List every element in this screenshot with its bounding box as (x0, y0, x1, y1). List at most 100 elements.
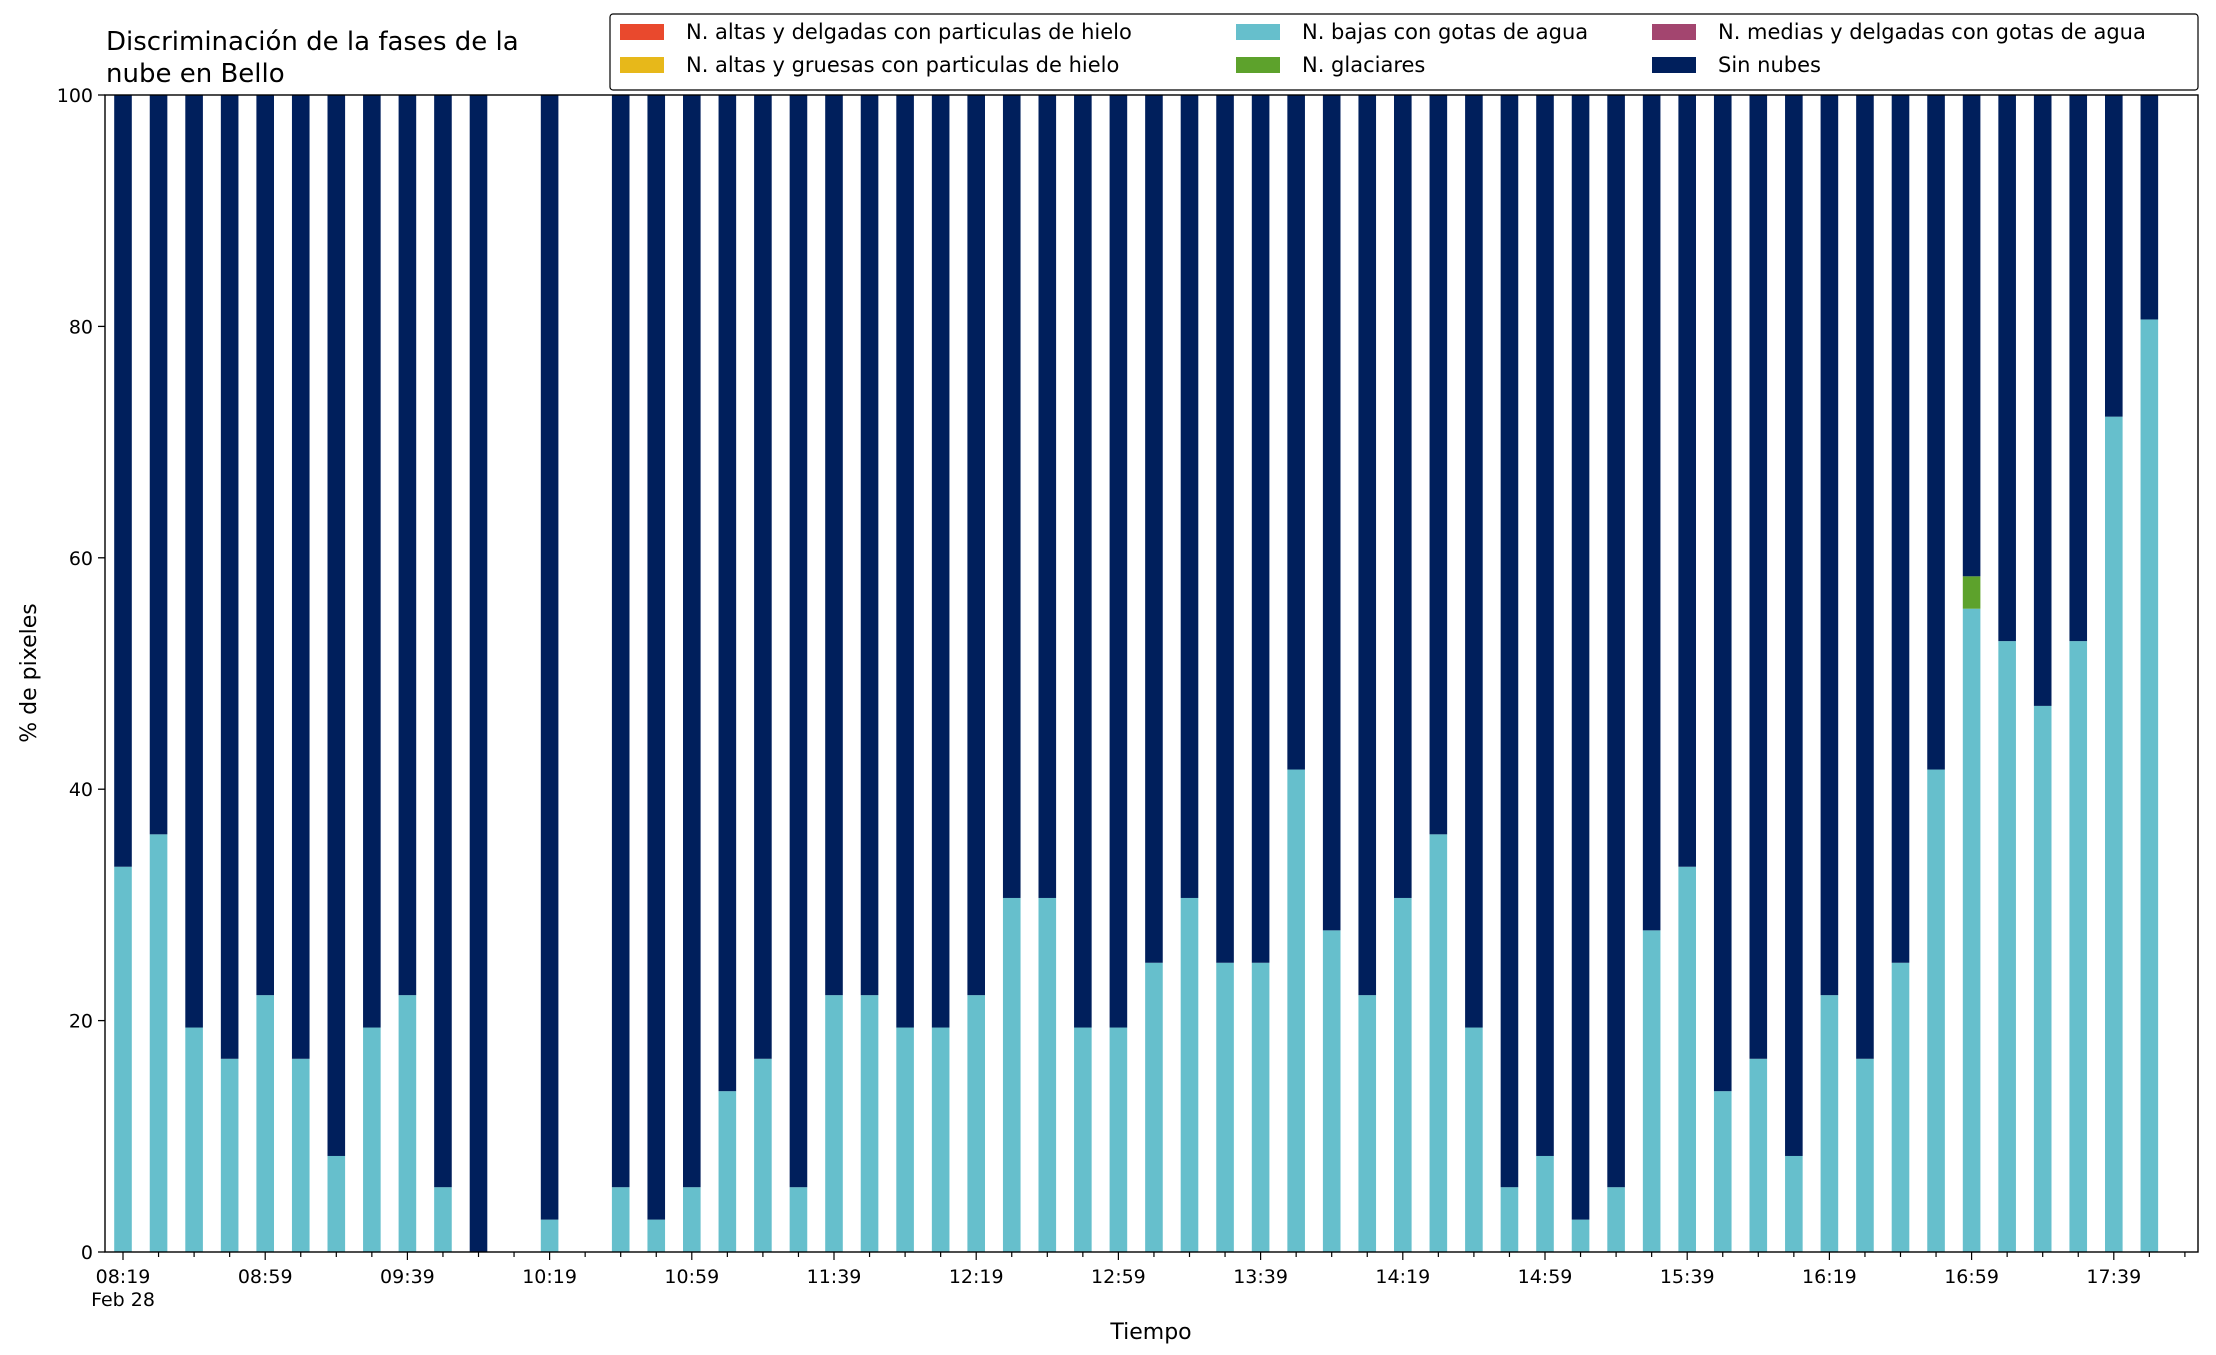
bar-segment-55-series-5 (2069, 95, 2088, 642)
y-tick-label: 40 (69, 779, 93, 801)
bar-segment-2-series-5 (185, 95, 203, 1028)
y-tick-label: 0 (81, 1242, 93, 1264)
bar-segment-4-series-2 (256, 995, 274, 1252)
x-tick-label: 08:19 (96, 1266, 151, 1288)
y-axis-label: % de pixeles (17, 603, 42, 742)
bar-segment-56-series-5 (2105, 95, 2123, 417)
bar-segment-22-series-5 (896, 95, 914, 1028)
bar-segment-5-series-5 (291, 95, 310, 1059)
bar-segment-43-series-5 (1642, 95, 1661, 931)
bar-segment-52-series-3 (1962, 576, 1981, 609)
bar-segment-16-series-2 (683, 1187, 701, 1252)
bar-segment-39-series-5 (1500, 95, 1519, 1188)
bar-segment-12-series-5 (540, 95, 559, 1220)
bar-segment-47-series-2 (1785, 1155, 1803, 1252)
bar-segment-54-series-5 (2033, 95, 2052, 706)
bar-segment-6-series-5 (327, 95, 346, 1156)
y-tick-label: 60 (69, 548, 93, 570)
x-tick-label: 13:39 (1233, 1266, 1288, 1288)
bar-segment-42-series-5 (1607, 95, 1625, 1188)
bar-segment-16-series-5 (683, 95, 701, 1188)
bar-segment-34-series-2 (1322, 930, 1341, 1252)
bar-segment-44-series-2 (1678, 866, 1696, 1252)
bar-segment-40-series-5 (1536, 95, 1554, 1156)
bar-segment-31-series-2 (1216, 962, 1234, 1252)
bar-segment-45-series-5 (1713, 95, 1732, 1092)
x-date-label: Feb 28 (91, 1289, 155, 1311)
x-tick-label: 16:59 (1944, 1266, 1999, 1288)
legend-entry-label: N. medias y delgadas con gotas de agua (1718, 20, 2146, 44)
bar-segment-14-series-5 (611, 95, 630, 1188)
bar-segment-42-series-2 (1607, 1187, 1625, 1252)
legend-swatch (1652, 57, 1696, 73)
legend-entry-label: N. bajas con gotas de agua (1302, 20, 1588, 44)
bar-segment-50-series-5 (1891, 95, 1910, 963)
x-tick-label: 10:59 (664, 1266, 719, 1288)
legend-swatch (620, 57, 664, 73)
bar-segment-34-series-5 (1322, 95, 1341, 931)
bar-segment-52-series-5 (1962, 95, 1981, 577)
legend-entry-label: N. altas y delgadas con particulas de hi… (686, 20, 1132, 44)
x-tick-label: 14:19 (1375, 1266, 1430, 1288)
bar-segment-18-series-2 (754, 1058, 772, 1252)
bar-segment-27-series-5 (1074, 95, 1092, 1028)
bar-segment-12-series-2 (540, 1219, 559, 1252)
bar-segment-55-series-2 (2069, 641, 2088, 1252)
bar-segment-10-series-5 (469, 95, 488, 1252)
bar-segment-29-series-5 (1145, 95, 1163, 963)
y-axis: 0 20 40 60 80 100 (57, 85, 105, 1264)
bar-segment-44-series-5 (1678, 95, 1696, 867)
bar-segment-35-series-5 (1358, 95, 1377, 996)
x-tick-label: 15:39 (1660, 1266, 1715, 1288)
x-tick-label: 16:19 (1802, 1266, 1857, 1288)
bar-segment-26-series-5 (1038, 95, 1057, 898)
bar-segment-32-series-2 (1251, 962, 1270, 1252)
bar-segment-1-series-2 (149, 834, 168, 1252)
legend-box (609, 13, 2199, 91)
bar-segment-24-series-5 (967, 95, 985, 996)
x-tick-label: 08:59 (238, 1266, 293, 1288)
bar-segment-46-series-5 (1749, 95, 1768, 1059)
bar-segment-38-series-2 (1465, 1027, 1483, 1252)
x-tick-label: 12:59 (1091, 1266, 1146, 1288)
bar-segment-23-series-5 (931, 95, 950, 1028)
bar-segment-53-series-2 (1998, 641, 2016, 1252)
bar-segment-3-series-5 (220, 95, 239, 1059)
x-tick-label: 10:19 (522, 1266, 577, 1288)
x-axis-label: Tiempo (1109, 1320, 1191, 1345)
legend-entry-label: Sin nubes (1718, 53, 1821, 77)
chart-title-line2: nube en Bello (106, 59, 285, 89)
bar-segment-18-series-5 (754, 95, 772, 1059)
bar-segment-22-series-2 (896, 1027, 914, 1252)
bar-segment-17-series-2 (718, 1091, 737, 1252)
bar-segment-51-series-2 (1927, 769, 1945, 1252)
bar-segment-20-series-2 (825, 995, 843, 1252)
bar-segment-52-series-2 (1962, 608, 1981, 1252)
x-axis: 08:19 08:59 09:39 10:19 10:59 11:39 12:19 12:59… (91, 1252, 2186, 1311)
legend-swatch (1236, 24, 1280, 40)
bar-segment-53-series-5 (1998, 95, 2016, 642)
bar-segment-26-series-2 (1038, 897, 1057, 1252)
bar-segment-51-series-5 (1927, 95, 1945, 770)
bar-segment-2-series-2 (185, 1027, 203, 1252)
bar-segment-41-series-5 (1571, 95, 1590, 1220)
bar-segment-24-series-2 (967, 995, 985, 1252)
bar-segment-40-series-2 (1536, 1155, 1554, 1252)
bar-segment-31-series-5 (1216, 95, 1234, 963)
bar-segment-37-series-5 (1429, 95, 1448, 835)
bar-segment-7-series-5 (363, 95, 381, 1028)
bar-segment-5-series-2 (291, 1058, 310, 1252)
bar-segment-48-series-5 (1820, 95, 1839, 996)
bar-segment-25-series-5 (1002, 95, 1021, 898)
bar-segment-25-series-2 (1002, 897, 1021, 1252)
legend-swatch (1236, 57, 1280, 73)
bar-segment-9-series-2 (434, 1187, 452, 1252)
chart-title-line1: Discriminación de la fases de la (106, 27, 519, 57)
x-tick-label: 17:39 (2086, 1266, 2141, 1288)
bar-segment-35-series-2 (1358, 995, 1377, 1252)
bar-segment-4-series-5 (256, 95, 274, 996)
bar-segment-49-series-2 (1856, 1058, 1874, 1252)
bar-segment-19-series-2 (789, 1187, 808, 1252)
x-tick-label: 11:39 (807, 1266, 862, 1288)
bars-group (114, 95, 2159, 1253)
